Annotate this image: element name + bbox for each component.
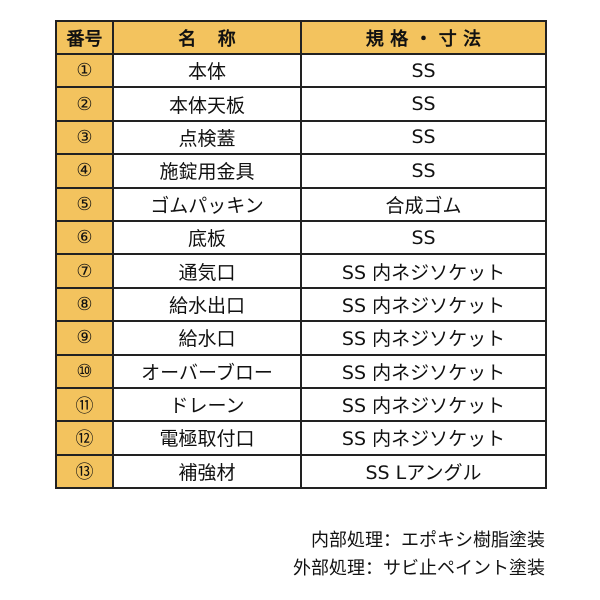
- table-row: ④ 施錠用金具 SS: [55, 153, 547, 189]
- cell: 給水出口: [112, 286, 302, 323]
- table-row: ⑩ オーバーブロー SS 内ネジソケット: [55, 353, 547, 389]
- cell: SS 内ネジソケット: [300, 386, 547, 423]
- table-row: ② 本体天板 SS: [55, 86, 547, 122]
- cell: SS 内ネジソケット: [300, 320, 547, 356]
- cell: 通気口: [112, 253, 302, 289]
- cell: 補強材: [112, 453, 302, 490]
- table-row: ⑫ 電極取付口 SS 内ネジソケット: [55, 420, 547, 456]
- table-row: ⑨ 給水口 SS 内ネジソケット: [55, 320, 547, 356]
- note: 内部処理：エポキシ樹脂塗装: [311, 530, 545, 551]
- cell: 底板: [112, 219, 302, 256]
- table-row: ① 本体 SS: [55, 52, 547, 89]
- cell: SS Lアングル: [300, 453, 547, 490]
- cell: SS: [300, 119, 547, 156]
- cell: 給水口: [112, 320, 302, 356]
- cell: ドレーン: [112, 386, 302, 423]
- header-cell: 名称: [112, 20, 302, 55]
- cell: 点検蓋: [112, 119, 302, 156]
- cell: SS 内ネジソケット: [300, 353, 547, 389]
- header-cell: 番号: [55, 20, 114, 55]
- cell: SS 内ネジソケット: [300, 253, 547, 289]
- number-cell: ⑩: [55, 353, 114, 389]
- cell: 合成ゴム: [300, 186, 547, 222]
- cell: オーバーブロー: [112, 353, 302, 389]
- cell: SS 内ネジソケット: [300, 420, 547, 456]
- number-cell: ⑦: [55, 253, 114, 289]
- table-body: ① 本体 SS ② 本体天板 SS ③ 点検蓋 SS ④ 施錠用金具 SS ⑤ ゴムパッキン 合成ゴム ⑥ 底板…: [55, 52, 547, 490]
- cell: SS: [300, 153, 547, 189]
- number-cell: ③: [55, 119, 114, 156]
- number-cell: ⑬: [55, 453, 114, 490]
- number-cell: ⑨: [55, 320, 114, 356]
- table-row: ⑦ 通気口 SS 内ネジソケット: [55, 253, 547, 289]
- table-row: ⑧ 給水出口 SS 内ネジソケット: [55, 286, 547, 323]
- cell: SS: [300, 86, 547, 122]
- number-cell: ⑤: [55, 186, 114, 222]
- notes: 内部処理：エポキシ樹脂塗装外部処理：サビ止ペイント塗装: [293, 527, 545, 583]
- table-row: ⑤ ゴムパッキン 合成ゴム: [55, 186, 547, 222]
- cell: ゴムパッキン: [112, 186, 302, 222]
- number-cell: ①: [55, 52, 114, 89]
- table-row: ⑪ ドレーン SS 内ネジソケット: [55, 386, 547, 423]
- table-row: ⑥ 底板 SS: [55, 219, 547, 256]
- number-cell: ②: [55, 86, 114, 122]
- header-row: 番号 名称 規格・寸法: [55, 20, 547, 55]
- number-cell: ④: [55, 153, 114, 189]
- header-cell: 規格・寸法: [300, 20, 547, 55]
- note: 外部処理：サビ止ペイント塗装: [293, 558, 545, 579]
- number-cell: ⑪: [55, 386, 114, 423]
- cell: SS: [300, 219, 547, 256]
- cell: 施錠用金具: [112, 153, 302, 189]
- cell: SS 内ネジソケット: [300, 286, 547, 323]
- number-cell: ⑫: [55, 420, 114, 456]
- cell: 本体天板: [112, 86, 302, 122]
- parts-table: 番号 名称 規格・寸法 ① 本体 SS ② 本体天板 SS ③ 点検蓋 SS ④ 施錠用金具 SS ⑤ ゴ…: [55, 20, 547, 490]
- cell: SS: [300, 52, 547, 89]
- cell: 本体: [112, 52, 302, 89]
- number-cell: ⑥: [55, 219, 114, 256]
- table-row: ⑬ 補強材 SS Lアングル: [55, 453, 547, 490]
- cell: 電極取付口: [112, 420, 302, 456]
- number-cell: ⑧: [55, 286, 114, 323]
- table-row: ③ 点検蓋 SS: [55, 119, 547, 156]
